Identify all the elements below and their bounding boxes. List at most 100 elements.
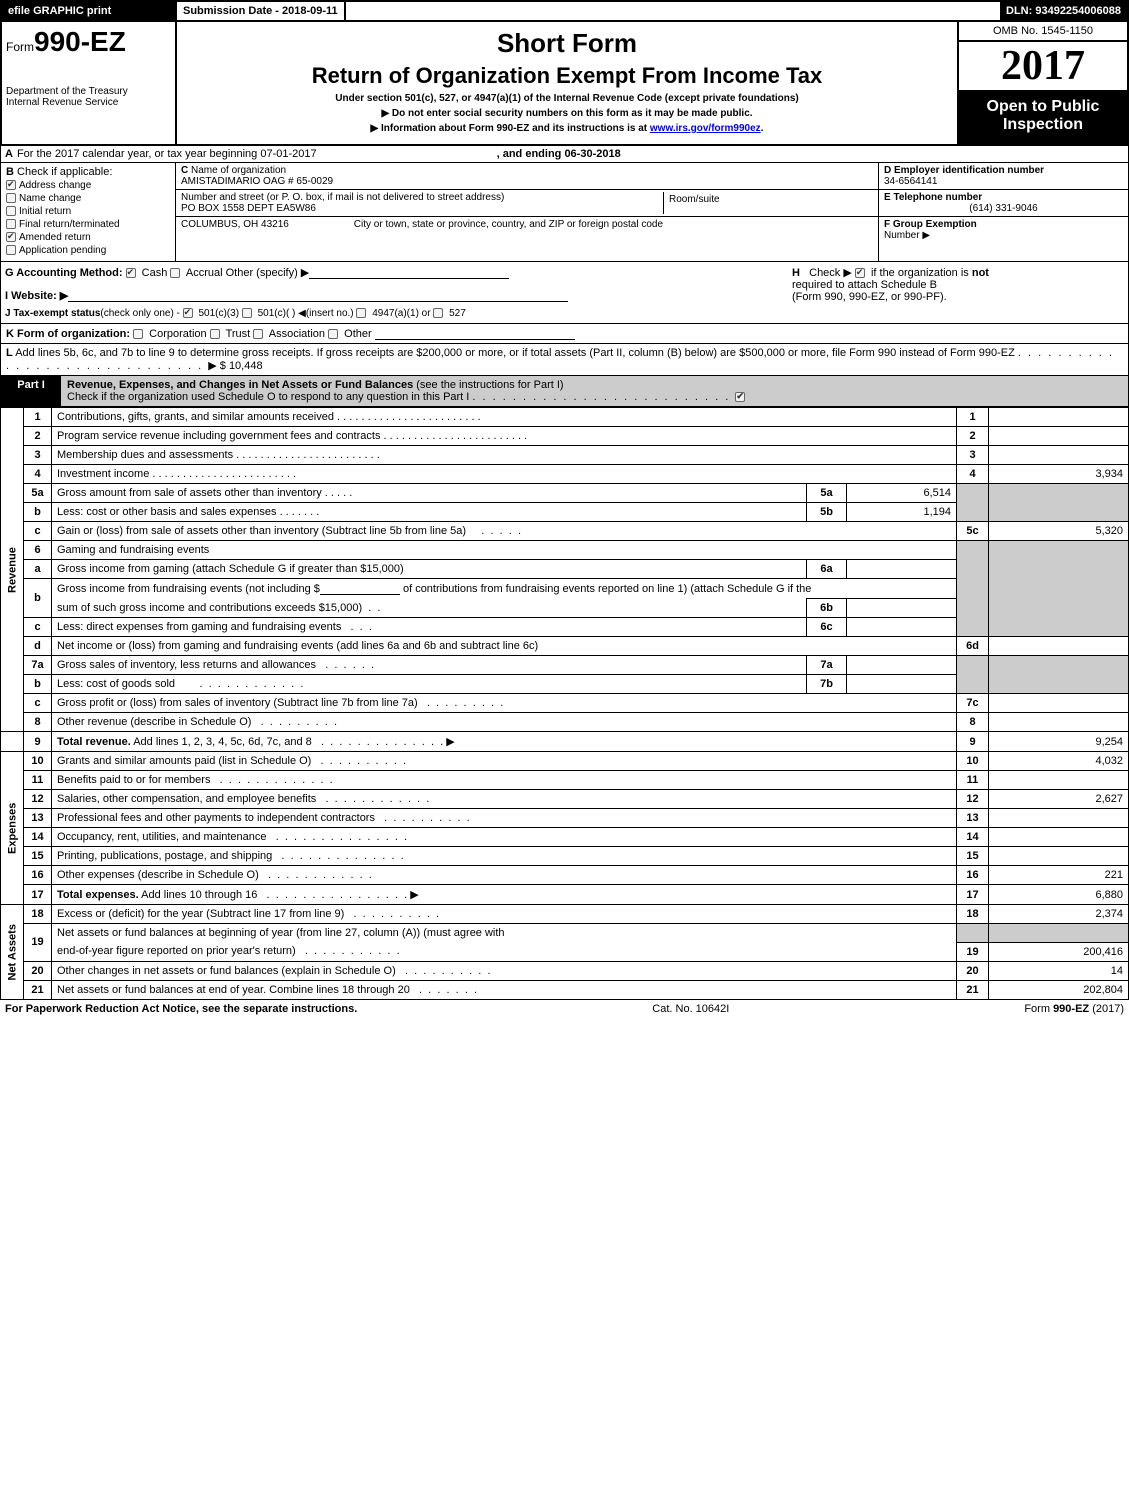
other-method-field[interactable]	[309, 266, 509, 279]
check-initial-return[interactable]: Initial return	[6, 206, 170, 217]
col-G-I-J: G Accounting Method: Cash Accrual Other …	[5, 266, 784, 319]
line-18-ref: 18	[957, 905, 989, 924]
line-7c-desc: Gross profit or (loss) from sales of inv…	[52, 694, 957, 713]
line-6c-mini: 6c	[807, 618, 847, 637]
line-1-desc: Contributions, gifts, grants, and simila…	[52, 408, 957, 427]
label-C: C	[181, 165, 188, 176]
line-13-val	[989, 809, 1129, 828]
checkbox-H[interactable]	[855, 268, 865, 278]
submission-date: Submission Date - 2018-09-11	[177, 2, 346, 20]
group-exemption-number: Number ▶	[884, 230, 930, 241]
checkbox-other-org[interactable]	[328, 329, 338, 339]
line-9-desc: Total revenue. Add lines 1, 2, 3, 4, 5c,…	[52, 732, 957, 752]
form-prefix: Form	[6, 40, 34, 54]
line-9-no: 9	[24, 732, 52, 752]
checkbox-527[interactable]	[433, 308, 443, 318]
sidebar-revenue: Revenue	[1, 408, 24, 732]
top-bar: efile GRAPHIC print Submission Date - 20…	[0, 0, 1129, 22]
check-address-change[interactable]: Address change	[6, 180, 170, 191]
line-7b-mini: 7b	[807, 675, 847, 694]
checkbox-accrual[interactable]	[170, 268, 180, 278]
label-other-specify: Other (specify) ▶	[226, 267, 310, 279]
line-8-ref: 8	[957, 713, 989, 732]
line-19-desc1: Net assets or fund balances at beginning…	[52, 924, 957, 943]
checkbox-icon	[6, 180, 16, 190]
form-title-1: Short Form	[183, 28, 951, 59]
line-1-ref: 1	[957, 408, 989, 427]
label-accrual: Accrual	[186, 267, 223, 279]
checkbox-501c-other[interactable]	[242, 308, 252, 318]
check-application-pending[interactable]: Application pending	[6, 245, 170, 256]
row-A-text2: , and ending 06-30-2018	[497, 148, 621, 160]
checkbox-4947[interactable]	[356, 308, 366, 318]
label-L: L	[6, 347, 13, 359]
fundraising-amount-field[interactable]	[320, 582, 400, 595]
line-21-ref: 21	[957, 980, 989, 999]
checkbox-trust[interactable]	[210, 329, 220, 339]
line-4-val: 3,934	[989, 465, 1129, 484]
line-4-desc: Investment income	[52, 465, 957, 484]
page-footer: For Paperwork Reduction Act Notice, see …	[0, 1000, 1129, 1018]
website-field[interactable]	[68, 289, 568, 302]
line-6d-val	[989, 637, 1129, 656]
line-2-ref: 2	[957, 427, 989, 446]
line-2-no: 2	[24, 427, 52, 446]
line-6b-desc2: sum of such gross income and contributio…	[52, 599, 807, 618]
label-trust: Trust	[226, 328, 251, 340]
line-6d-desc: Net income or (loss) from gaming and fun…	[52, 637, 957, 656]
omb-number: OMB No. 1545-1150	[959, 22, 1127, 42]
line-5b-minival: 1,194	[847, 503, 957, 522]
line-7a-desc: Gross sales of inventory, less returns a…	[52, 656, 807, 675]
dln-label: DLN: 93492254006088	[1000, 2, 1127, 20]
part-I-check-text: Check if the organization used Schedule …	[67, 391, 469, 403]
checkbox-association[interactable]	[253, 329, 263, 339]
shade-7-val	[989, 656, 1129, 694]
city-label: City or town, state or province, country…	[354, 219, 663, 230]
line-20-val: 14	[989, 961, 1129, 980]
checkbox-cash[interactable]	[126, 268, 136, 278]
line-5c-val: 5,320	[989, 522, 1129, 541]
section-C: C Name of organization AMISTADIMARIO OAG…	[176, 163, 878, 261]
line-17-desc: Total expenses. Add lines 10 through 16 …	[52, 885, 957, 905]
checkbox-icon	[6, 193, 16, 203]
part-I-title-bold: Revenue, Expenses, and Changes in Net As…	[67, 379, 413, 391]
phone-value: (614) 331-9046	[884, 203, 1123, 214]
shade-6	[957, 541, 989, 637]
footer-mid: Cat. No. 10642I	[652, 1003, 729, 1015]
line-2-desc: Program service revenue including govern…	[52, 427, 957, 446]
shade-6-val	[989, 541, 1129, 637]
line-5c-desc: Gain or (loss) from sale of assets other…	[52, 522, 957, 541]
line-21-no: 21	[24, 980, 52, 999]
form-subtitle-2b: ▶ Information about Form 990-EZ and its …	[183, 123, 951, 134]
row-A: A For the 2017 calendar year, or tax yea…	[0, 146, 1129, 163]
row-J: J Tax-exempt status(check only one) - 50…	[5, 308, 784, 319]
street-row: Number and street (or P. O. box, if mail…	[176, 190, 878, 217]
label-K: K Form of organization:	[6, 328, 130, 340]
line-2-val	[989, 427, 1129, 446]
line-6c-no: c	[24, 618, 52, 637]
check-amended-return[interactable]: Amended return	[6, 232, 170, 243]
section-F: F Group Exemption Number ▶	[879, 217, 1128, 243]
line-4-ref: 4	[957, 465, 989, 484]
line-18-desc: Excess or (deficit) for the year (Subtra…	[52, 905, 957, 924]
line-18-no: 18	[24, 905, 52, 924]
check-final-return[interactable]: Final return/terminated	[6, 219, 170, 230]
row-G: G Accounting Method: Cash Accrual Other …	[5, 266, 784, 279]
room-label: Room/suite	[669, 194, 720, 205]
checkbox-corporation[interactable]	[133, 329, 143, 339]
irs-link[interactable]: www.irs.gov/form990ez	[650, 123, 761, 134]
other-org-field[interactable]	[375, 327, 575, 340]
line-6-desc: Gaming and fundraising events	[52, 541, 957, 560]
label-4947: 4947(a)(1) or	[372, 308, 430, 319]
line-19-val: 200,416	[989, 942, 1129, 961]
city-value: COLUMBUS, OH 43216	[181, 219, 351, 230]
checkbox-schedule-O[interactable]	[735, 392, 745, 402]
efile-label: efile GRAPHIC print	[2, 2, 177, 20]
line-14-ref: 14	[957, 828, 989, 847]
line-7b-no: b	[24, 675, 52, 694]
label-H: H	[792, 267, 800, 279]
line-12-val: 2,627	[989, 790, 1129, 809]
check-name-change[interactable]: Name change	[6, 193, 170, 204]
checkbox-501c3[interactable]	[183, 308, 193, 318]
line-7c-no: c	[24, 694, 52, 713]
